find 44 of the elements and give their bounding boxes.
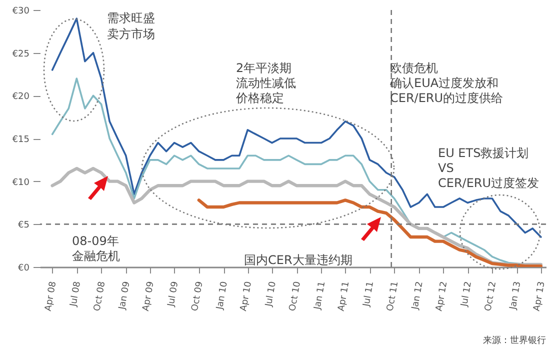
y-tick-label: €20 bbox=[12, 92, 30, 102]
y-tick-label: €10 bbox=[12, 178, 30, 188]
x-tick-label: Apr 11 bbox=[336, 280, 352, 312]
annotation: VS bbox=[438, 161, 454, 175]
x-tick-label: Apr 13 bbox=[532, 280, 548, 312]
annotation: 价格稳定 bbox=[235, 91, 284, 105]
y-tick-label: €5 bbox=[18, 220, 30, 231]
annotation: EU ETS救援计划 bbox=[438, 146, 529, 160]
x-tick-label: Apr 08 bbox=[44, 280, 59, 312]
annotation: 需求旺盛 bbox=[107, 11, 155, 25]
x-tick-label: Apr 10 bbox=[239, 280, 254, 312]
annotation: 流动性减低 bbox=[236, 76, 296, 90]
y-tick-label: €25 bbox=[12, 49, 30, 60]
annotation: 08-09年 bbox=[72, 234, 119, 248]
x-tick-label: Apr 09 bbox=[141, 280, 156, 312]
x-tick-label: Jan 12 bbox=[410, 280, 426, 312]
annotation: CER/ERU的过度供给 bbox=[390, 91, 504, 105]
y-tick-label: €0 bbox=[18, 264, 30, 274]
x-tick-label: Apr 12 bbox=[434, 280, 450, 312]
x-tick-label: Oct 12 bbox=[484, 280, 499, 312]
x-tick-label: Jul 12 bbox=[460, 280, 474, 308]
annotation: 金融危机 bbox=[72, 249, 120, 263]
x-tick-label: Jan 09 bbox=[117, 280, 132, 312]
x-tick-label: Jul 10 bbox=[264, 280, 278, 308]
x-tick-label: Jul 11 bbox=[362, 280, 376, 308]
y-tick-label: €30 bbox=[12, 6, 30, 16]
source-note: 来源：世界银行 bbox=[483, 335, 546, 346]
line-series bbox=[197, 198, 543, 267]
annotation: CER/ERU过度签发 bbox=[438, 176, 540, 190]
annotation: 确认EUA过度发放和 bbox=[389, 76, 499, 90]
x-tick-label: Oct 09 bbox=[190, 280, 206, 312]
annotation: 卖方市场 bbox=[107, 27, 155, 41]
x-tick-label: Oct 11 bbox=[386, 280, 401, 312]
annotation: 2年平淡期 bbox=[236, 61, 292, 75]
y-tick-label: €15 bbox=[12, 135, 30, 145]
x-tick-label: Jan 11 bbox=[312, 280, 328, 312]
x-tick-label: Jan 10 bbox=[215, 280, 230, 312]
annotation: 欧债危机 bbox=[390, 61, 438, 75]
x-tick-label: Oct 10 bbox=[288, 280, 304, 312]
x-tick-label: Jan 13 bbox=[508, 280, 524, 312]
annotation: 国内CER大量违约期 bbox=[244, 253, 352, 267]
x-tick-label: Oct 08 bbox=[92, 280, 108, 312]
x-tick-label: Jul 09 bbox=[166, 280, 181, 308]
x-tick-label: Jul 08 bbox=[68, 280, 84, 308]
